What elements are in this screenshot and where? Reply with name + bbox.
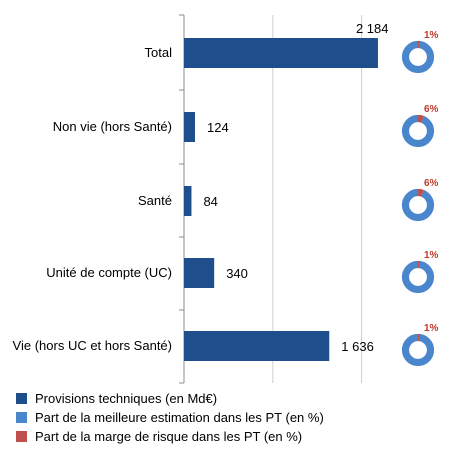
risk-margin-pct-label: 6%	[424, 178, 439, 189]
legend-label: Provisions techniques (en Md€)	[35, 391, 218, 406]
category-label: Total	[145, 45, 173, 60]
donut-outline-outer	[401, 40, 435, 74]
risk-margin-pct-label: 1%	[424, 250, 439, 261]
bar-5	[184, 331, 330, 361]
bar-value-label: 84	[203, 194, 217, 209]
legend-swatch	[16, 431, 27, 442]
donut-outline-outer	[401, 188, 435, 222]
category-label: Santé	[138, 193, 172, 208]
category-label: Vie (hors UC et hors Santé)	[13, 338, 172, 353]
legend-item: Part de la marge de risque dans les PT (…	[16, 427, 324, 446]
legend-swatch	[16, 412, 27, 423]
bar-2	[184, 112, 196, 142]
donut-outline-inner	[409, 196, 427, 214]
donut-outline-inner	[409, 122, 427, 140]
donut-risk-margin-1	[401, 40, 435, 74]
donut-risk-margin-5	[401, 333, 435, 367]
donut-outline-outer	[401, 114, 435, 148]
legend: Provisions techniques (en Md€) Part de la…	[16, 389, 324, 446]
donut-risk-margin-3	[401, 188, 435, 222]
legend-swatch	[16, 393, 27, 404]
donut-outline-inner	[409, 268, 427, 286]
bar-value-label: 124	[207, 120, 229, 135]
legend-label: Part de la meilleure estimation dans les…	[35, 410, 324, 425]
risk-margin-pct-label: 1%	[424, 30, 439, 41]
bar-3	[184, 186, 192, 216]
bar-value-label: 1 636	[341, 339, 374, 354]
category-label: Non vie (hors Santé)	[53, 119, 172, 134]
donut-outline-inner	[409, 341, 427, 359]
risk-margin-pct-label: 6%	[424, 104, 439, 115]
bar-value-label: 340	[226, 266, 248, 281]
donut-risk-margin-4	[401, 260, 435, 294]
legend-item: Part de la meilleure estimation dans les…	[16, 408, 324, 427]
legend-label: Part de la marge de risque dans les PT (…	[35, 429, 303, 444]
category-label: Unité de compte (UC)	[46, 265, 172, 280]
bar-4	[184, 258, 215, 288]
bar-value-label: 2 184	[356, 21, 389, 36]
bar-1	[184, 38, 378, 68]
donut-outline-outer	[401, 333, 435, 367]
donut-outline-inner	[409, 48, 427, 66]
legend-item: Provisions techniques (en Md€)	[16, 389, 324, 408]
donut-risk-margin-2	[401, 114, 435, 148]
donut-outline-outer	[401, 260, 435, 294]
risk-margin-pct-label: 1%	[424, 323, 439, 334]
